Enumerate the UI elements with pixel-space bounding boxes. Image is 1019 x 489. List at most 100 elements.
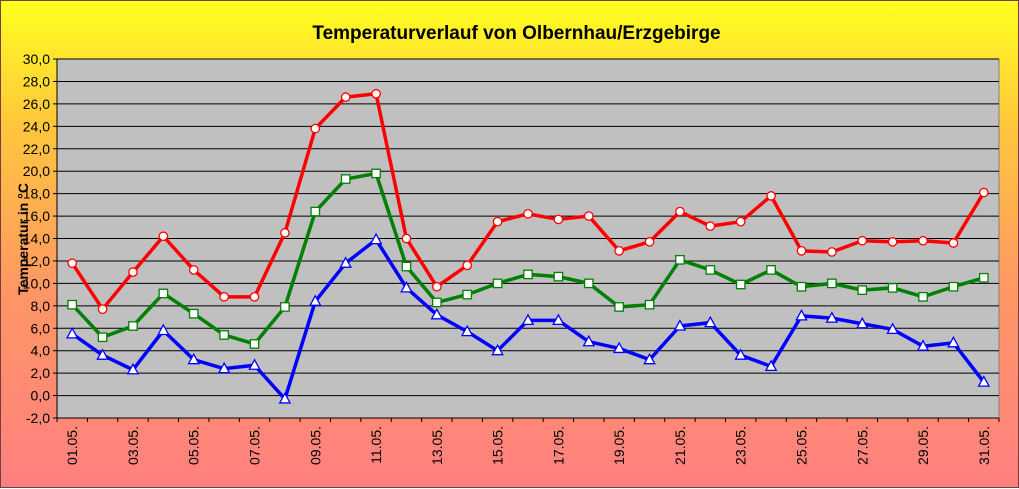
data-point [401,233,412,244]
data-point [369,232,383,245]
y-tick-label: 26,0 [23,96,50,112]
data-point [371,168,381,179]
y-tick-label: 18,0 [23,186,50,202]
x-tick-label: 17.05. [550,426,566,465]
data-point [644,299,655,310]
y-tick-label: 16,0 [23,208,50,224]
data-point [280,302,290,312]
x-tick-label: 07.05. [247,426,263,465]
data-point [97,332,108,343]
data-point [219,291,229,302]
data-point [278,392,292,404]
data-point [219,330,229,340]
data-point [310,206,321,217]
data-point [308,294,322,306]
data-point [491,343,504,356]
y-tick-label: 24,0 [23,118,50,134]
data-point [643,352,656,365]
data-point [340,174,351,184]
data-point [614,245,625,256]
data-point [796,281,807,292]
data-point [523,269,533,280]
x-tick-label: 15.05. [490,426,506,465]
data-point [158,288,169,299]
data-point [249,291,260,302]
data-point [187,352,201,365]
data-point [614,302,625,312]
y-tick-label: 28,0 [23,73,50,89]
y-tick-label: 8,0 [31,298,51,314]
data-point [462,260,473,271]
data-point [705,265,716,275]
data-point [675,254,685,265]
data-point [947,335,960,348]
data-point [735,279,746,290]
data-point [460,324,474,337]
data-point [157,323,170,336]
data-point [582,334,596,347]
data-point [65,327,79,339]
data-point [766,265,776,275]
data-point [523,208,533,219]
x-tick-label: 21.05. [672,426,688,465]
x-tick-label: 29.05. [915,426,931,465]
data-point [553,214,564,225]
data-point [766,191,776,201]
y-tick-label: 14,0 [23,231,50,247]
y-tick-labels: -2,0 0,0 2,0 4,0 6,0 8,0 10,0 12,0 14,0 16,0 18,0 2… [23,51,57,426]
data-point [280,228,290,238]
y-tick-label: 4,0 [31,343,51,359]
data-point [886,322,899,335]
data-point [188,308,199,319]
data-point [795,309,808,321]
x-tick-label: 01.05. [64,426,80,465]
x-tick-label: 09.05. [307,426,323,465]
data-point [916,339,930,351]
y-tick-label: 0,0 [31,388,51,404]
grid-lines [57,58,999,397]
x-tick-label: 19.05. [611,426,627,465]
data-point [948,281,959,292]
y-tick-label: 12,0 [23,253,50,269]
data-point [764,359,778,372]
data-point [67,258,78,269]
data-point [855,316,869,329]
data-point [128,321,138,331]
data-point [918,291,928,302]
data-point [857,235,868,246]
data-point [400,281,413,293]
data-point [492,216,503,227]
data-point [126,362,140,375]
y-tick-label: 22,0 [23,141,50,157]
data-point [67,299,78,310]
data-point [977,375,991,387]
x-tick-label: 05.05. [186,426,202,465]
data-point [430,307,444,320]
data-point [96,348,109,360]
data-point [825,311,839,323]
data-point [583,278,594,289]
data-point [887,283,898,293]
data-point [887,237,898,247]
data-point [948,238,959,248]
data-point [249,339,260,349]
y-tick-label: 6,0 [31,320,51,336]
data-point [734,348,748,360]
y-tick-label: 2,0 [31,365,51,381]
data-point [553,271,564,282]
data-point [188,265,199,275]
data-point [158,231,169,242]
data-point [128,267,138,278]
data-point [310,123,321,134]
data-point [217,361,231,374]
data-point [552,313,565,326]
data-point [705,221,716,232]
y-tick-label: 20,0 [23,163,50,179]
data-point [978,272,989,283]
data-point [248,358,261,370]
data-point [612,341,626,354]
data-point [97,304,108,315]
data-point [704,315,717,328]
